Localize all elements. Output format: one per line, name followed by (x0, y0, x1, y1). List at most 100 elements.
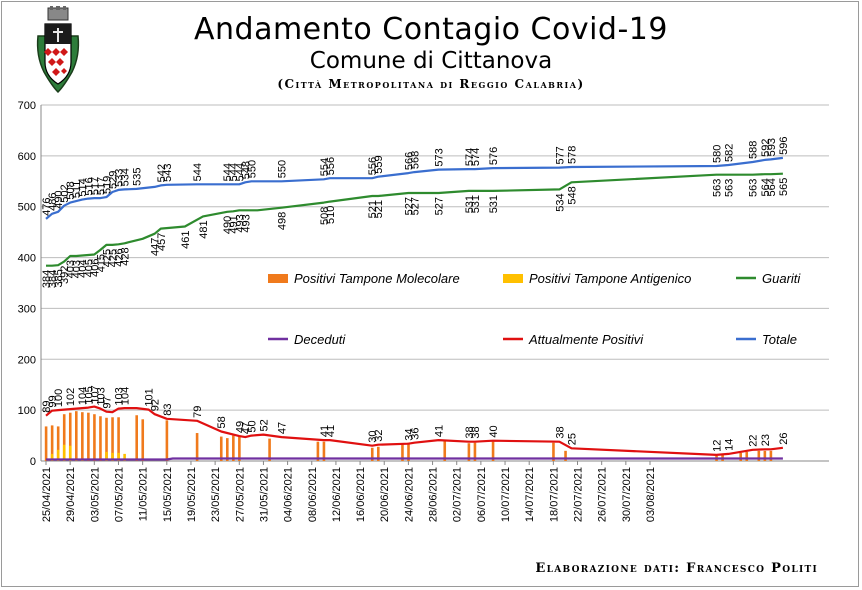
bar (123, 453, 126, 461)
chart-title: Andamento Contagio Covid-19 (194, 12, 668, 47)
bar (56, 426, 60, 461)
x-tick-label: 24/06/2021 (403, 467, 415, 522)
bar (56, 449, 60, 461)
data-label: 563 (748, 179, 760, 197)
data-label: 107 (89, 385, 101, 403)
bar (50, 425, 54, 461)
bar (68, 445, 72, 461)
data-label: 548 (566, 186, 578, 204)
bar (226, 438, 229, 461)
data-label: 574 (464, 148, 476, 166)
data-label: 519 (101, 176, 113, 194)
x-tick-label: 29/04/2021 (65, 467, 77, 522)
data-label: 544 (228, 163, 240, 181)
data-label: 405 (83, 259, 95, 277)
data-label: 49 (234, 421, 246, 433)
legend-swatch (503, 274, 523, 283)
x-tick-label: 19/05/2021 (186, 467, 198, 522)
x-tick-label: 02/07/2021 (452, 467, 464, 522)
bar (117, 417, 120, 461)
data-label: 403 (71, 260, 83, 278)
data-label: 426 (113, 248, 125, 266)
legend-label: Deceduti (294, 332, 346, 347)
data-label: 508 (65, 181, 77, 199)
data-label: 103 (95, 387, 107, 405)
legend-swatch (268, 274, 288, 283)
data-label: 476 (41, 198, 53, 216)
data-label: 565 (778, 178, 790, 196)
bar (50, 453, 54, 461)
bar (552, 442, 555, 461)
x-tick-label: 11/05/2021 (138, 467, 150, 521)
data-label: 544 (222, 163, 234, 181)
data-label: 490 (222, 216, 234, 234)
coat-of-arms-icon (36, 6, 80, 94)
bar (491, 441, 495, 461)
legend-label: Attualmente Positivi (528, 332, 644, 347)
chart-subtitle: Comune di Cittanova (309, 48, 553, 74)
data-label: 26 (778, 433, 790, 445)
credit-label: Elaborazione dati: Francesco Politi (535, 561, 818, 576)
data-label: 592 (760, 139, 772, 157)
data-label: 392 (59, 266, 71, 284)
data-label: 527 (409, 197, 421, 215)
data-label: 544 (192, 163, 204, 181)
data-label: 102 (65, 388, 77, 406)
data-label: 425 (101, 249, 113, 267)
bar (195, 433, 199, 461)
data-label: 12 (711, 440, 723, 452)
x-tick-label: 30/07/2021 (621, 467, 633, 522)
data-label: 580 (711, 145, 723, 163)
bar (757, 450, 761, 461)
bar (401, 444, 404, 461)
bar (370, 447, 374, 461)
data-label: 577 (554, 146, 566, 164)
data-label: 34 (403, 428, 415, 440)
series-line (45, 405, 784, 456)
series-line (46, 172, 783, 267)
bar (105, 417, 108, 461)
data-label: 23 (760, 434, 772, 446)
data-label: 498 (277, 212, 289, 230)
x-tick-label: 08/06/2021 (307, 467, 319, 522)
bar (219, 436, 223, 461)
data-label: 104 (77, 387, 89, 405)
x-tick-label: 22/07/2021 (573, 467, 585, 522)
x-tick-label: 27/05/2021 (234, 467, 246, 522)
data-label: 425 (107, 249, 119, 267)
data-label: 491 (228, 215, 240, 233)
bar (407, 442, 410, 461)
data-label: 543 (162, 163, 174, 181)
bar (81, 412, 84, 461)
bar (763, 450, 767, 461)
x-tick-label: 23/05/2021 (210, 467, 222, 522)
x-tick-label: 03/05/2021 (89, 467, 101, 522)
data-label: 404 (77, 260, 89, 278)
bar (564, 450, 567, 461)
bar (467, 443, 471, 461)
data-label: 32 (373, 429, 385, 441)
bar (232, 435, 235, 461)
bar (44, 426, 48, 461)
data-label: 531 (470, 195, 482, 213)
y-tick-label: 500 (18, 202, 36, 214)
bar (135, 415, 138, 461)
data-label: 384 (41, 270, 53, 288)
legend-label: Guariti (762, 271, 801, 286)
series-line (46, 457, 783, 461)
x-tick-label: 18/07/2021 (548, 467, 560, 522)
bar (68, 412, 72, 461)
data-label: 574 (470, 148, 482, 166)
bar (111, 452, 114, 461)
data-label: 101 (144, 388, 156, 406)
data-label: 502 (59, 184, 71, 202)
x-tick-label: 03/08/2021 (645, 467, 657, 522)
data-label: 556 (367, 157, 379, 175)
bar (268, 438, 271, 461)
data-label: 447 (150, 238, 162, 256)
x-tick-label: 07/05/2021 (113, 467, 125, 522)
data-label: 550 (277, 160, 289, 178)
data-label: 14 (724, 439, 736, 451)
data-label: 531 (488, 195, 500, 213)
